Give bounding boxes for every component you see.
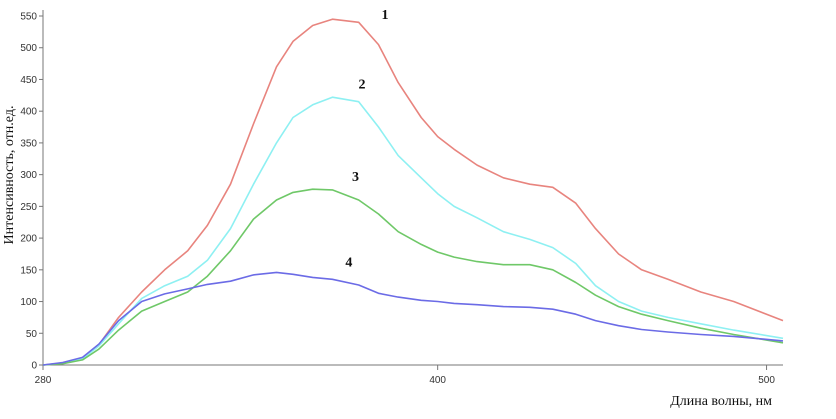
series-line-2 [42, 96, 784, 366]
y-tick-label: 450 [20, 75, 37, 86]
y-axis-label: Интенсивность, отн.ед. [2, 106, 17, 245]
series-label-1: 1 [382, 8, 389, 23]
series-line-3 [42, 188, 784, 366]
chart-series [42, 18, 784, 366]
y-tick-label: 150 [20, 265, 37, 276]
x-axis-label: Длина волны, нм [670, 394, 772, 409]
series-label-3: 3 [352, 170, 359, 185]
chart-axes [42, 10, 783, 366]
series-line-4 [42, 271, 784, 366]
y-tick-label: 400 [20, 107, 37, 118]
y-tick-label: 550 [20, 12, 37, 23]
y-tick-label: 200 [20, 234, 37, 245]
x-tick-label: 280 [35, 375, 52, 386]
chart-series-labels: 1 2 3 4 [345, 8, 388, 270]
y-tick-label: 500 [20, 43, 37, 54]
x-tick-label: 500 [758, 375, 775, 386]
y-tick-label: 250 [20, 202, 37, 213]
y-tick-label: 0 [31, 361, 37, 372]
chart-ticks: 0 50 100 150 200 250 300 350 400 450 500 550 280 400 5… [20, 12, 775, 387]
series-label-4: 4 [345, 256, 352, 271]
y-tick-label: 350 [20, 138, 37, 149]
series-label-2: 2 [359, 77, 366, 92]
series-line-1 [42, 18, 784, 366]
x-tick-label: 400 [429, 375, 446, 386]
y-tick-label: 50 [26, 329, 38, 340]
y-tick-label: 100 [20, 297, 37, 308]
y-tick-label: 300 [20, 170, 37, 181]
